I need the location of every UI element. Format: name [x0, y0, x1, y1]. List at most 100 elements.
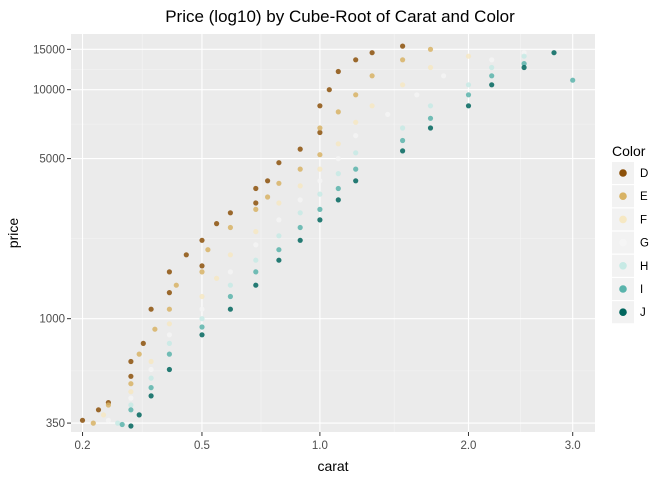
legend-label: F	[640, 214, 647, 226]
point-d	[353, 57, 359, 63]
point-f	[199, 293, 205, 300]
point-h	[465, 82, 472, 88]
point-f	[427, 64, 434, 71]
point-j	[317, 217, 323, 223]
point-f	[253, 229, 259, 235]
legend-label: I	[640, 284, 643, 296]
point-h	[128, 402, 134, 408]
point-g	[317, 178, 323, 184]
point-d	[166, 290, 172, 296]
legend-key-j	[619, 308, 627, 317]
point-d	[326, 87, 332, 93]
legend-key-i	[619, 285, 627, 293]
x-axis-label: carat	[317, 458, 348, 474]
point-e	[335, 109, 341, 115]
point-d	[317, 103, 323, 109]
y-tick-label: 10000	[33, 85, 65, 97]
point-d	[128, 373, 134, 379]
point-f	[400, 82, 406, 88]
legend-label: G	[640, 238, 649, 250]
point-e	[205, 247, 211, 253]
legend-key-e	[619, 192, 627, 200]
legend-key-d	[619, 169, 627, 177]
point-j	[489, 82, 495, 88]
point-e	[427, 46, 434, 52]
point-i	[400, 137, 406, 144]
point-j	[253, 282, 259, 288]
y-axis-ticks: 350 1000 5000 10000 15000	[33, 44, 71, 430]
point-j	[353, 178, 359, 184]
data-points	[79, 43, 576, 429]
point-i	[570, 77, 576, 83]
point-j	[521, 64, 527, 71]
point-e	[265, 194, 271, 200]
point-i	[119, 421, 125, 428]
point-e	[253, 206, 259, 212]
point-j	[551, 50, 557, 56]
point-g	[276, 217, 282, 223]
point-g	[105, 417, 111, 423]
point-e	[90, 420, 96, 426]
point-g	[385, 111, 391, 117]
point-g	[353, 133, 359, 139]
point-d	[227, 210, 233, 216]
point-g	[297, 197, 303, 203]
point-e	[128, 381, 134, 387]
point-f	[166, 321, 172, 327]
legend-label: J	[640, 307, 646, 319]
point-f	[465, 53, 472, 59]
x-tick-label: 0.5	[194, 440, 210, 452]
point-f	[353, 119, 359, 125]
point-d	[95, 407, 102, 413]
point-g	[128, 395, 134, 401]
y-axis-label: price	[5, 218, 21, 249]
point-f	[128, 389, 134, 395]
point-e	[400, 57, 406, 63]
legend-label: D	[640, 168, 648, 180]
point-f	[100, 412, 107, 418]
point-e	[152, 326, 158, 332]
major-gridlines	[71, 34, 595, 432]
point-g	[441, 73, 447, 79]
point-d	[199, 263, 205, 269]
legend-key-g	[619, 238, 627, 247]
point-g	[489, 57, 495, 63]
point-i	[227, 293, 233, 300]
legend-label: H	[640, 261, 648, 273]
x-tick-label: 3.0	[565, 440, 581, 452]
point-d	[214, 221, 220, 227]
point-h	[521, 53, 527, 59]
point-d	[253, 200, 259, 206]
point-d	[148, 306, 154, 312]
legend-label: E	[640, 191, 648, 203]
x-tick-label: 0.2	[75, 440, 91, 452]
point-i	[276, 247, 282, 253]
point-d	[317, 129, 323, 136]
point-d	[79, 417, 86, 423]
point-d	[128, 358, 134, 365]
point-h	[253, 257, 259, 263]
point-h	[317, 191, 323, 197]
point-i	[489, 73, 495, 79]
point-f	[317, 166, 323, 172]
point-g	[227, 269, 233, 275]
point-e	[173, 282, 179, 288]
point-d	[166, 269, 172, 275]
point-f	[369, 103, 375, 109]
x-tick-label: 2.0	[460, 440, 476, 452]
y-tick-label: 15000	[33, 44, 65, 56]
point-e	[317, 125, 323, 131]
point-e	[317, 152, 323, 158]
x-axis-ticks: 0.2 0.5 1.0 2.0 3.0	[75, 432, 581, 452]
point-e	[105, 402, 111, 408]
point-i	[521, 61, 527, 67]
point-f	[297, 183, 303, 189]
point-f	[276, 200, 282, 206]
point-j	[166, 366, 172, 373]
y-tick-label: 5000	[39, 154, 65, 166]
point-d	[276, 160, 282, 166]
point-h	[297, 210, 303, 216]
